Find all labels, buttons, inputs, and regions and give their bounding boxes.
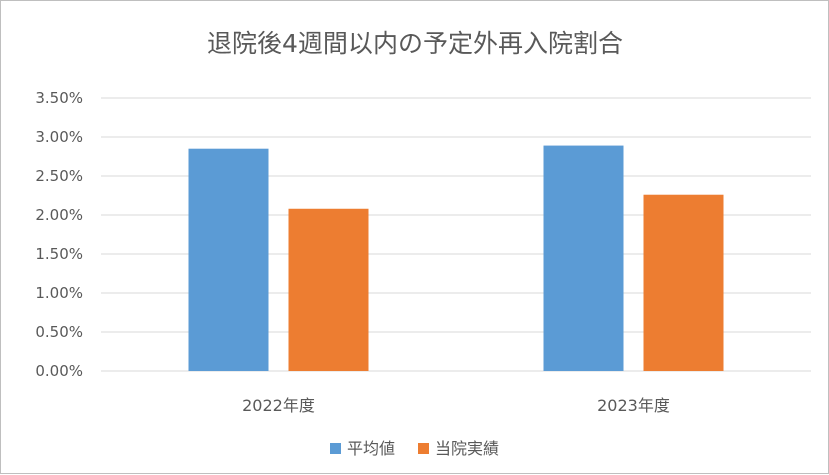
bar-average-0 bbox=[189, 149, 269, 371]
y-axis-tick-labels: 0.00% 0.50% 1.00% 1.50% 2.00% 2.50% 3.00% 3.50% bbox=[35, 89, 83, 380]
y-tick-label: 0.00% bbox=[35, 362, 83, 380]
bar-hospital-1 bbox=[644, 195, 724, 371]
y-tick-label: 1.50% bbox=[35, 245, 83, 263]
y-tick-label: 2.50% bbox=[35, 167, 83, 185]
legend-swatch-1 bbox=[418, 443, 429, 454]
y-tick-label: 0.50% bbox=[35, 323, 83, 341]
legend-label-1: 当院実績 bbox=[435, 439, 499, 458]
x-category-label: 2023年度 bbox=[597, 396, 670, 415]
bar-average-1 bbox=[544, 146, 624, 371]
legend-swatch-0 bbox=[330, 443, 341, 454]
y-tick-label: 3.50% bbox=[35, 89, 83, 107]
bar-hospital-0 bbox=[289, 209, 369, 371]
x-category-label: 2022年度 bbox=[242, 396, 315, 415]
y-tick-label: 3.00% bbox=[35, 128, 83, 146]
x-axis-category-labels: 2022年度 2023年度 bbox=[242, 396, 670, 415]
y-tick-label: 1.00% bbox=[35, 284, 83, 302]
bars bbox=[189, 146, 724, 371]
legend: 平均値 当院実績 bbox=[330, 439, 499, 458]
legend-label-0: 平均値 bbox=[347, 439, 395, 458]
chart-title: 退院後4週間以内の予定外再入院割合 bbox=[207, 29, 623, 58]
y-tick-label: 2.00% bbox=[35, 206, 83, 224]
